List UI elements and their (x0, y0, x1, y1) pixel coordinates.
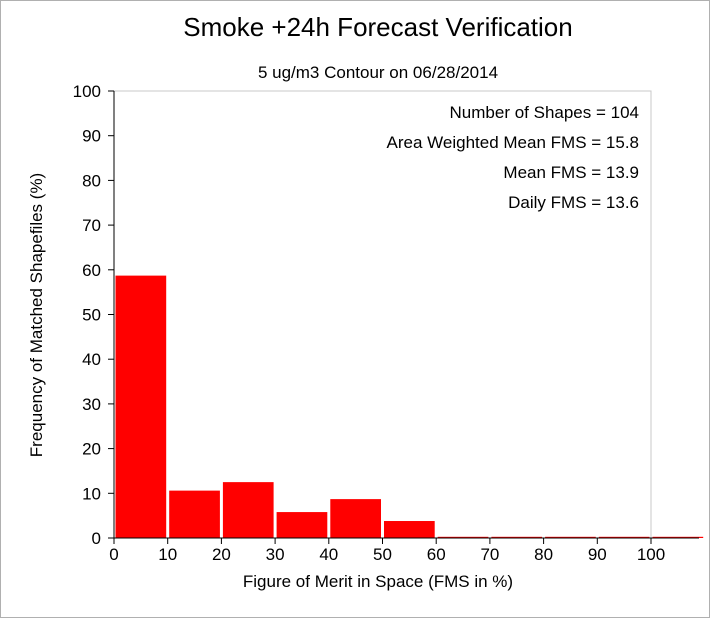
y-tick-label: 30 (82, 395, 101, 414)
x-tick-label: 90 (588, 545, 607, 564)
y-tick-label: 0 (92, 529, 101, 548)
x-tick-label: 20 (212, 545, 231, 564)
y-tick-label: 40 (82, 350, 101, 369)
y-tick-label: 20 (82, 440, 101, 459)
plot-area (113, 90, 652, 539)
x-tick-label: 60 (427, 545, 446, 564)
x-tick-label: 100 (637, 545, 665, 564)
chart-title: Smoke +24h Forecast Verification (183, 12, 572, 42)
bar-90-100 (598, 536, 650, 538)
chart-subtitle: 5 ug/m3 Contour on 06/28/2014 (258, 63, 498, 82)
bar-100-110 (652, 536, 704, 538)
bar-40-50 (330, 499, 381, 538)
x-tick-label: 70 (480, 545, 499, 564)
x-tick-label: 30 (266, 545, 285, 564)
bar-10-20 (169, 490, 220, 538)
x-tick-label: 10 (158, 545, 177, 564)
bars-group (115, 275, 704, 538)
y-tick-label: 80 (82, 171, 101, 190)
y-tick-label: 100 (73, 82, 101, 101)
x-axis-label: Figure of Merit in Space (FMS in %) (243, 572, 513, 591)
bar-70-80 (491, 536, 543, 538)
stat-annotation: Number of Shapes = 104 (450, 103, 639, 122)
stat-annotation: Area Weighted Mean FMS = 15.8 (387, 133, 639, 152)
stat-annotation: Mean FMS = 13.9 (503, 163, 639, 182)
y-axis-label: Frequency of Matched Shapefiles (%) (27, 173, 46, 457)
bar-0-10 (115, 275, 167, 538)
y-tick-label: 50 (82, 306, 101, 325)
bar-30-40 (276, 512, 328, 538)
x-tick-label: 40 (319, 545, 338, 564)
y-tick-label: 60 (82, 261, 101, 280)
stats-annotations: Number of Shapes = 104 Area Weighted Mean… (387, 103, 639, 212)
x-tick-label: 80 (534, 545, 553, 564)
y-tick-label: 10 (82, 484, 101, 503)
bar-80-90 (545, 536, 596, 538)
x-ticks-group: 0 10 20 30 40 50 60 70 80 90 100 (109, 538, 665, 564)
bar-50-60 (384, 521, 435, 538)
y-ticks-group: 0 10 20 30 40 50 60 70 80 90 100 (73, 82, 114, 548)
y-tick-label: 90 (82, 127, 101, 146)
x-tick-label: 50 (373, 545, 392, 564)
bar-20-30 (222, 482, 274, 538)
bar-60-70 (437, 536, 489, 538)
x-tick-label: 0 (109, 545, 118, 564)
y-tick-label: 70 (82, 216, 101, 235)
stat-annotation: Daily FMS = 13.6 (508, 193, 639, 212)
